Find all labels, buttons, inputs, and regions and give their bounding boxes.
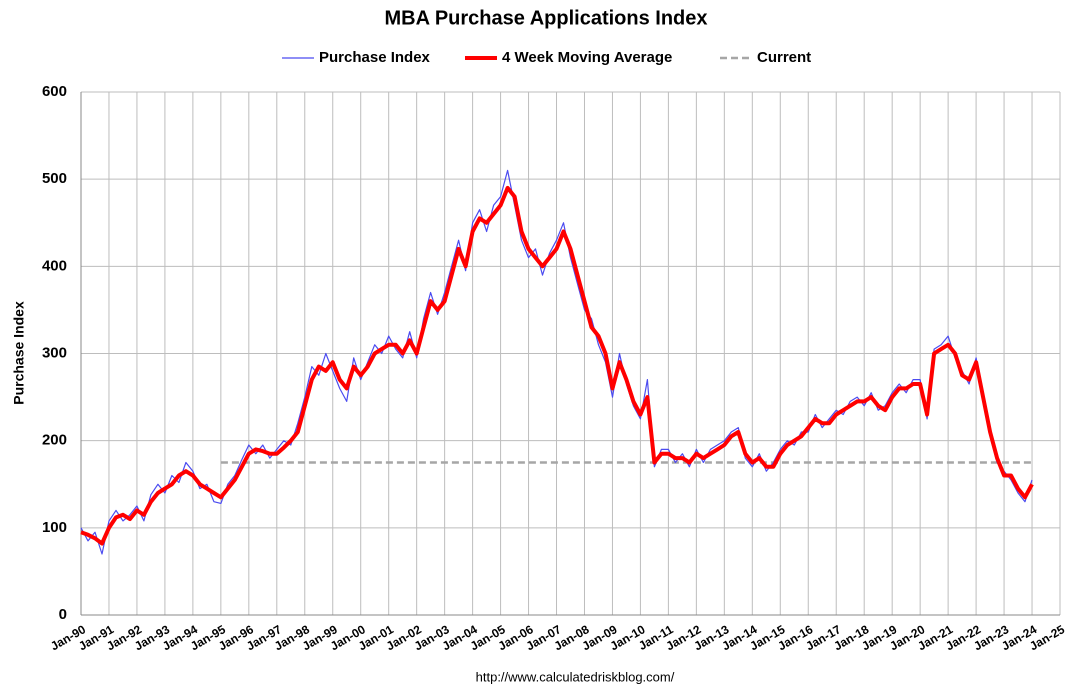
y-tick-label: 400: [42, 257, 67, 274]
legend-label: Current: [757, 49, 811, 66]
y-tick-label: 600: [42, 83, 67, 100]
y-axis-label: Purchase Index: [11, 301, 27, 405]
y-tick-label: 300: [42, 344, 67, 361]
series-line: [80, 185, 1034, 546]
source: http://www.calculatedriskblog.com/: [476, 669, 675, 684]
y-tick-label: 0: [59, 606, 67, 623]
y-tick-label: 500: [42, 170, 67, 187]
legend-label: 4 Week Moving Average: [502, 49, 672, 66]
legend-label: Purchase Index: [319, 49, 431, 66]
chart-title: MBA Purchase Applications Index: [384, 7, 707, 29]
y-tick-label: 200: [42, 432, 67, 449]
y-tick-label: 100: [42, 519, 67, 536]
